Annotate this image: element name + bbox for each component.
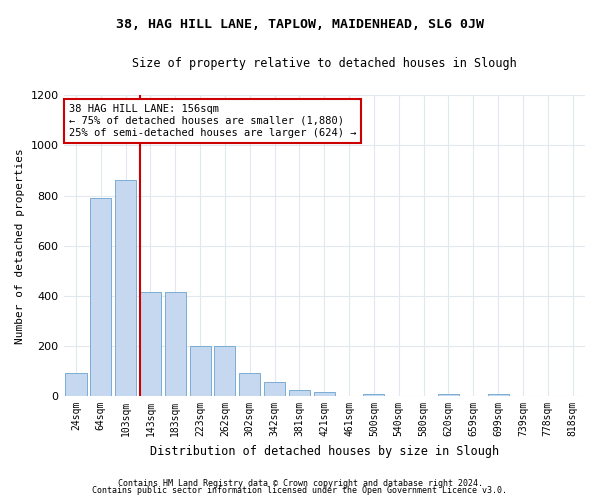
Bar bbox=[214, 346, 235, 396]
Y-axis label: Number of detached properties: Number of detached properties bbox=[15, 148, 25, 344]
Bar bbox=[165, 292, 186, 396]
Bar bbox=[90, 198, 112, 396]
Title: Size of property relative to detached houses in Slough: Size of property relative to detached ho… bbox=[132, 58, 517, 70]
Text: Contains HM Land Registry data © Crown copyright and database right 2024.: Contains HM Land Registry data © Crown c… bbox=[118, 478, 482, 488]
Text: 38, HAG HILL LANE, TAPLOW, MAIDENHEAD, SL6 0JW: 38, HAG HILL LANE, TAPLOW, MAIDENHEAD, S… bbox=[116, 18, 484, 30]
Bar bbox=[364, 394, 385, 396]
Bar bbox=[239, 374, 260, 396]
Bar bbox=[289, 390, 310, 396]
Bar bbox=[190, 346, 211, 396]
Bar bbox=[488, 394, 509, 396]
Bar bbox=[140, 292, 161, 396]
Text: Contains public sector information licensed under the Open Government Licence v3: Contains public sector information licen… bbox=[92, 486, 508, 495]
Bar bbox=[314, 392, 335, 396]
Bar bbox=[65, 374, 86, 396]
Bar bbox=[115, 180, 136, 396]
Text: 38 HAG HILL LANE: 156sqm
← 75% of detached houses are smaller (1,880)
25% of sem: 38 HAG HILL LANE: 156sqm ← 75% of detach… bbox=[69, 104, 356, 138]
X-axis label: Distribution of detached houses by size in Slough: Distribution of detached houses by size … bbox=[150, 444, 499, 458]
Bar bbox=[438, 394, 459, 396]
Bar bbox=[264, 382, 285, 396]
